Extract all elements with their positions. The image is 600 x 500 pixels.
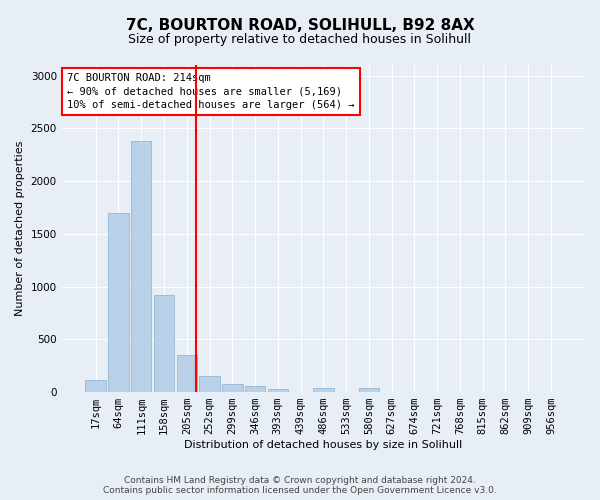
Bar (245, 386, 265, 392)
Bar (108, 212, 129, 392)
X-axis label: Distribution of detached houses by size in Solihull: Distribution of detached houses by size … (184, 440, 463, 450)
Bar (131, 141, 151, 392)
Text: 7C, BOURTON ROAD, SOLIHULL, B92 8AX: 7C, BOURTON ROAD, SOLIHULL, B92 8AX (125, 18, 475, 32)
Bar (154, 295, 174, 392)
Bar (176, 355, 197, 392)
Y-axis label: Number of detached properties: Number of detached properties (15, 141, 25, 316)
Bar (313, 388, 334, 392)
Bar (85, 380, 106, 392)
Bar (199, 376, 220, 392)
Bar (359, 388, 379, 392)
Bar (268, 389, 288, 392)
Bar (222, 384, 242, 392)
Text: 7C BOURTON ROAD: 214sqm
← 90% of detached houses are smaller (5,169)
10% of semi: 7C BOURTON ROAD: 214sqm ← 90% of detache… (67, 73, 355, 110)
Text: Size of property relative to detached houses in Solihull: Size of property relative to detached ho… (128, 32, 472, 46)
Text: Contains HM Land Registry data © Crown copyright and database right 2024.
Contai: Contains HM Land Registry data © Crown c… (103, 476, 497, 495)
